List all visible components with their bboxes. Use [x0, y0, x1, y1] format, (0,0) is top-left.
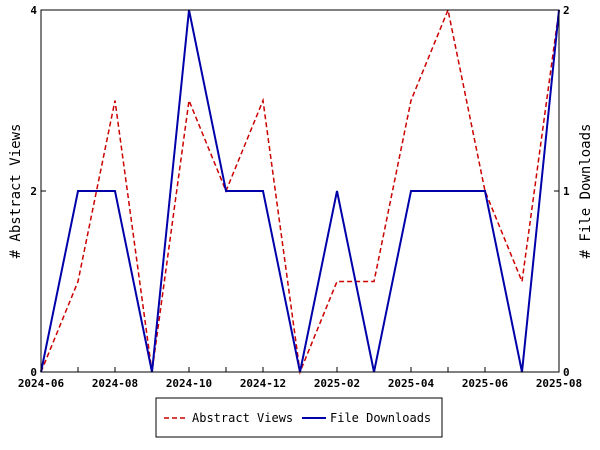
x-tick-label: 2025-08 [536, 377, 582, 390]
legend-label-file-downloads: File Downloads [330, 411, 431, 425]
x-tick-label: 2024-12 [240, 377, 286, 390]
tick-labels: 2024-06 2024-08 2024-10 2024-12 2025-02 2025-… [18, 4, 582, 390]
plot-frame [40, 9, 560, 373]
y-axis-left-title: # Abstract Views [8, 124, 24, 259]
y-right-tick-label: 1 [563, 185, 570, 198]
y-right-tick-label: 2 [563, 4, 570, 17]
x-tick-label: 2025-02 [314, 377, 360, 390]
y-left-tick-label: 4 [30, 4, 37, 17]
legend-box [155, 397, 443, 438]
y-axis-right-title: # File Downloads [578, 124, 594, 259]
x-tick-label: 2025-06 [462, 377, 509, 390]
y-left-tick-label: 2 [30, 185, 37, 198]
x-tick-label: 2024-06 [18, 377, 65, 390]
x-tick-label: 2024-10 [166, 377, 212, 390]
series-line-file-downloads [40, 9, 560, 373]
legend: Abstract Views File Downloads [155, 397, 443, 438]
y-right-tick-label: 0 [563, 366, 570, 379]
legend-label-abstract-views: Abstract Views [192, 411, 293, 425]
y-left-tick-label: 0 [30, 366, 37, 379]
x-tick-label: 2024-08 [92, 377, 138, 390]
series-lines [40, 7, 560, 375]
x-tick-label: 2025-04 [388, 377, 435, 390]
